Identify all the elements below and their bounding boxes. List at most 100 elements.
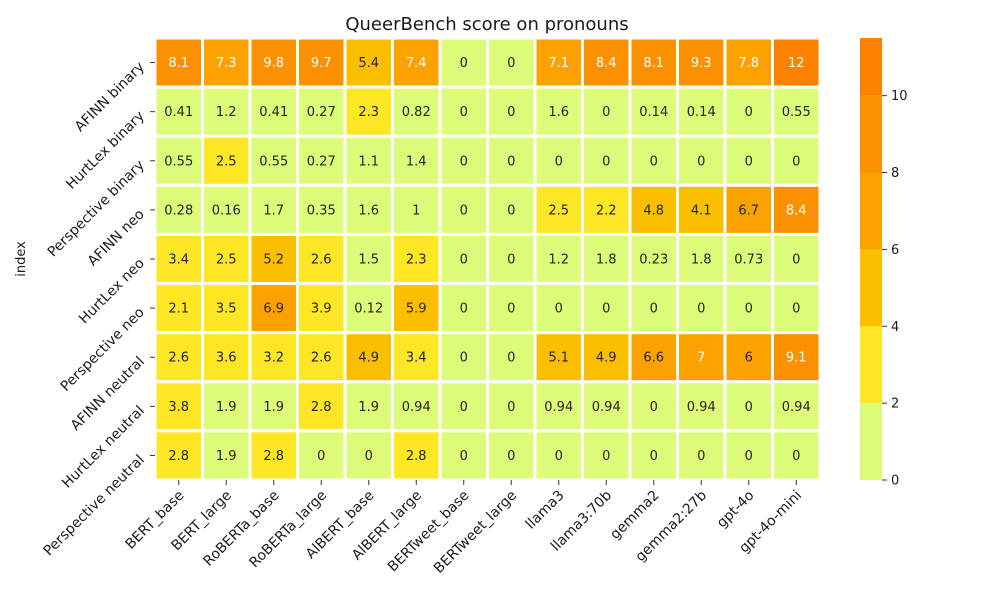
- heatmap-cell: [723, 134, 774, 187]
- cell-value-label: 0: [460, 105, 468, 120]
- cell-value-label: 4.9: [596, 351, 617, 366]
- cell-value-label: 0: [602, 105, 610, 120]
- cell-value-label: 2.3: [358, 105, 379, 120]
- heatmap-cell: [628, 232, 679, 286]
- colorbar-segment: [860, 403, 882, 480]
- colorbar-tick-label: 6: [891, 243, 899, 258]
- cell-value-label: 1.9: [263, 400, 284, 415]
- cell-value-label: 0: [697, 449, 705, 464]
- cell-value-label: 4.1: [691, 203, 712, 218]
- colorbar: 0 2 4 6 8 10: [860, 38, 908, 489]
- heatmap-cell: [248, 232, 299, 286]
- cell-value-label: 0: [745, 400, 753, 415]
- heatmap-cell: [486, 429, 537, 482]
- cell-value-label: 0: [365, 449, 373, 464]
- cell-value-label: 0: [650, 449, 658, 464]
- cell-value-label: 9.8: [263, 56, 284, 71]
- x-tick-label: gpt-4o: [714, 488, 758, 532]
- cell-value-label: 12: [788, 56, 805, 71]
- cell-value-label: 1.9: [216, 400, 237, 415]
- heatmap-cell: [628, 331, 679, 384]
- cell-value-label: 2.8: [263, 449, 284, 464]
- cell-value-label: 0: [460, 253, 468, 268]
- cell-value-label: 9.3: [691, 56, 712, 71]
- cell-value-label: 0.94: [687, 400, 716, 415]
- cell-value-label: 2.5: [216, 253, 237, 268]
- colorbar-tick-label: 2: [891, 397, 899, 412]
- heatmap-cell: [248, 429, 299, 482]
- cell-value-label: 0.16: [212, 203, 241, 218]
- x-tick-labels: BERT_baseBERT_largeRoBERTa_baseRoBERTa_l…: [122, 480, 805, 577]
- cell-value-label: 8.1: [643, 56, 664, 71]
- heatmap-cell: [486, 282, 537, 335]
- colorbar-tick-label: 0: [891, 474, 899, 489]
- chart-title: QueerBench score on pronouns: [345, 14, 628, 35]
- cell-value-label: 1.6: [548, 105, 569, 120]
- heatmap-cell: [438, 380, 489, 433]
- y-tick-label: HurtLex neutral: [59, 403, 148, 492]
- cell-value-label: 0: [507, 105, 515, 120]
- colorbar-segment: [860, 38, 882, 96]
- cell-value-label: 0.27: [307, 154, 336, 169]
- cell-value-label: 1.9: [358, 400, 379, 415]
- cell-value-label: 2.6: [311, 351, 332, 366]
- cell-value-label: 2.8: [168, 449, 189, 464]
- cell-value-label: 5.9: [406, 302, 427, 317]
- cell-value-label: 0: [507, 154, 515, 169]
- cell-value-label: 6.9: [263, 302, 284, 317]
- cell-value-label: 3.2: [263, 351, 284, 366]
- cell-value-label: 0.94: [782, 400, 811, 415]
- cell-value-label: 0.27: [307, 105, 336, 120]
- cell-value-label: 1.1: [358, 154, 379, 169]
- cell-value-label: 7.8: [738, 56, 759, 71]
- cell-value-label: 1: [412, 203, 420, 218]
- heatmap-cell: [676, 85, 727, 138]
- cell-value-label: 7.3: [216, 56, 237, 71]
- cell-value-label: 1.4: [406, 154, 427, 169]
- heatmap-cell: [296, 331, 347, 384]
- cell-value-label: 2.5: [548, 203, 569, 218]
- heatmap-cell: [343, 36, 394, 89]
- cell-value-label: 0: [507, 351, 515, 366]
- cell-value-label: 0: [507, 253, 515, 268]
- cell-value-label: 7: [697, 351, 705, 366]
- cell-value-label: 0.94: [544, 400, 573, 415]
- cell-value-label: 2.6: [311, 253, 332, 268]
- cell-value-label: 2.5: [216, 154, 237, 169]
- cell-value-label: 0: [602, 449, 610, 464]
- cell-value-label: 3.6: [216, 351, 237, 366]
- cell-value-label: 0.55: [259, 154, 288, 169]
- cell-value-label: 3.4: [168, 253, 189, 268]
- cell-value-label: 0: [555, 154, 563, 169]
- cell-value-label: 0: [792, 302, 800, 317]
- heatmap-cell: [153, 232, 204, 286]
- cell-value-label: 1.8: [596, 253, 617, 268]
- heatmap-cell: [771, 429, 822, 482]
- heatmap-cell: [533, 85, 584, 138]
- cell-value-label: 0: [507, 56, 515, 71]
- heatmap-cell: [391, 36, 442, 89]
- heatmap-cell: [391, 183, 442, 236]
- cell-value-label: 0: [650, 302, 658, 317]
- heatmap-cell: [201, 282, 252, 335]
- cell-value-label: 0.73: [734, 253, 763, 268]
- cell-value-label: 7.4: [406, 56, 427, 71]
- heatmap-cell: [343, 282, 394, 335]
- cell-value-label: 0: [460, 302, 468, 317]
- cell-value-label: 0: [507, 302, 515, 317]
- x-tick-label: llama3: [523, 488, 568, 533]
- cell-value-label: 4.9: [358, 351, 379, 366]
- cell-value-label: 2.1: [168, 302, 189, 317]
- cell-value-label: 0: [697, 302, 705, 317]
- cell-value-label: 1.2: [548, 253, 569, 268]
- cell-value-label: 0.23: [639, 253, 668, 268]
- cell-value-label: 0.41: [164, 105, 193, 120]
- cell-value-label: 6.6: [643, 351, 664, 366]
- cell-value-label: 3.8: [168, 400, 189, 415]
- cell-value-label: 2.8: [406, 449, 427, 464]
- cell-value-label: 2.8: [311, 400, 332, 415]
- cell-value-label: 0: [507, 449, 515, 464]
- cell-value-label: 1.7: [263, 203, 284, 218]
